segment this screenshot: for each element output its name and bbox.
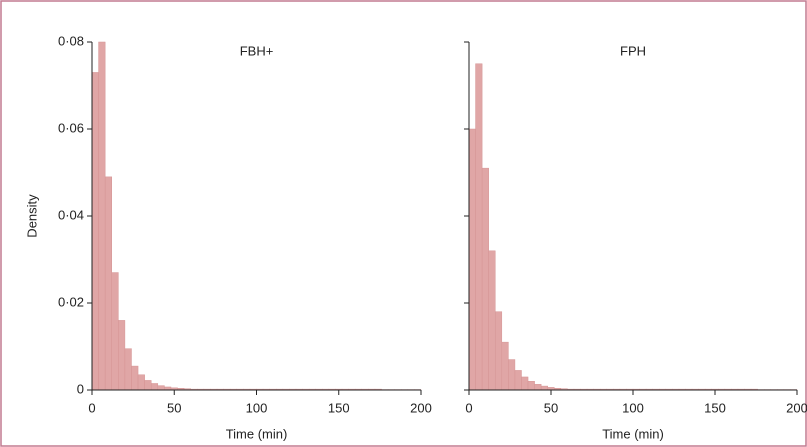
bar — [150, 383, 159, 391]
x-tick-label: 50 — [544, 400, 558, 415]
x-tick-label: 150 — [328, 400, 350, 415]
panel-title: FPH — [620, 43, 646, 58]
bar — [534, 384, 542, 391]
bar — [481, 167, 489, 391]
bar — [131, 365, 139, 391]
bar — [494, 311, 503, 391]
x-tick-label: 200 — [786, 400, 807, 415]
y-tick-label: 0·04 — [58, 207, 84, 222]
bar — [521, 376, 529, 391]
x-tick-label: 0 — [465, 400, 472, 415]
bar — [98, 41, 106, 391]
bar — [111, 272, 119, 391]
bar — [527, 381, 535, 391]
bar — [514, 370, 522, 391]
y-tick-label: 0·02 — [58, 294, 84, 309]
bar — [104, 176, 112, 391]
bar — [468, 128, 476, 391]
bar — [157, 385, 165, 391]
x-tick-label: 100 — [246, 400, 268, 415]
x-tick-label: 100 — [622, 400, 644, 415]
bar — [144, 380, 152, 391]
x-axis-label: Time (min) — [226, 426, 288, 441]
bar — [540, 385, 548, 391]
x-tick-label: 0 — [88, 400, 95, 415]
panel-title: FBH+ — [240, 43, 274, 58]
x-axis-label: Time (min) — [602, 426, 664, 441]
bar — [91, 72, 99, 391]
bar — [508, 359, 516, 391]
x-tick-label: 50 — [167, 400, 181, 415]
bar — [124, 348, 132, 391]
bar — [137, 374, 145, 391]
y-tick-label: 0·06 — [58, 120, 84, 135]
y-axis-label: Density — [24, 194, 39, 238]
bar — [475, 63, 483, 391]
bar — [488, 250, 496, 391]
bar — [118, 320, 126, 391]
y-tick-label: 0·08 — [58, 33, 84, 48]
y-tick-label: 0 — [77, 381, 84, 396]
bar — [501, 341, 509, 391]
x-tick-label: 150 — [704, 400, 726, 415]
x-tick-label: 200 — [410, 400, 432, 415]
